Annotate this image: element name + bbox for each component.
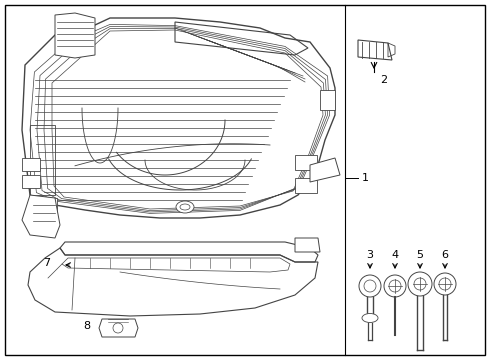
Circle shape xyxy=(389,280,401,292)
Text: 2: 2 xyxy=(380,75,387,85)
Circle shape xyxy=(113,323,123,333)
Polygon shape xyxy=(99,319,138,337)
Text: 7: 7 xyxy=(43,258,50,268)
Circle shape xyxy=(408,272,432,296)
Bar xyxy=(22,158,40,171)
Text: 1: 1 xyxy=(362,173,369,183)
Ellipse shape xyxy=(176,201,194,213)
Polygon shape xyxy=(310,158,340,182)
Circle shape xyxy=(364,280,376,292)
Ellipse shape xyxy=(180,204,190,210)
Polygon shape xyxy=(295,238,320,252)
Text: 4: 4 xyxy=(392,250,398,260)
Circle shape xyxy=(439,278,451,290)
Polygon shape xyxy=(55,13,95,58)
Text: 5: 5 xyxy=(416,250,423,260)
Circle shape xyxy=(434,273,456,295)
Circle shape xyxy=(414,278,426,290)
Bar xyxy=(35,198,57,216)
Text: 6: 6 xyxy=(441,250,448,260)
Bar xyxy=(295,178,317,193)
Ellipse shape xyxy=(362,314,378,323)
Bar xyxy=(320,90,335,110)
Bar xyxy=(295,155,317,170)
Polygon shape xyxy=(22,195,60,238)
Circle shape xyxy=(359,275,381,297)
Text: 3: 3 xyxy=(367,250,373,260)
Text: 8: 8 xyxy=(83,321,90,331)
Bar xyxy=(22,175,40,188)
Circle shape xyxy=(384,275,406,297)
